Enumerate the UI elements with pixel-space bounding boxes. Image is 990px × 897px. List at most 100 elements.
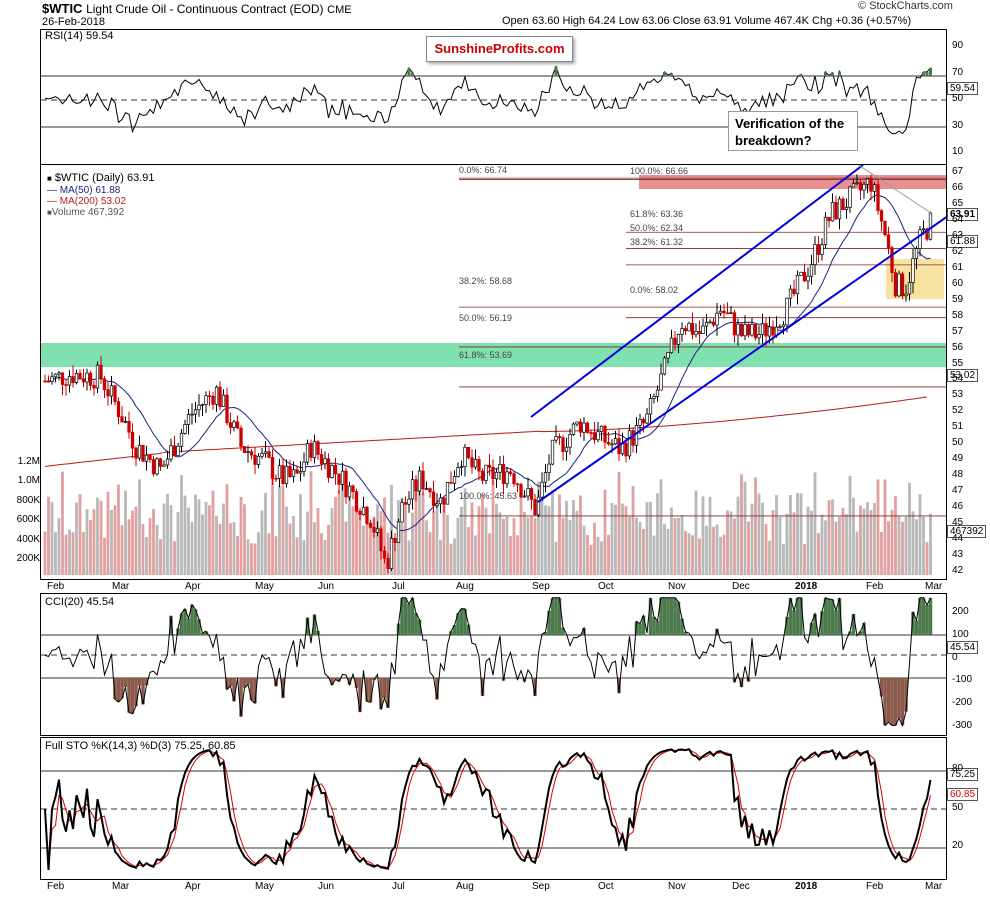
volume-bar — [652, 535, 656, 575]
axis-label: 52 — [952, 405, 964, 417]
candle-body — [267, 451, 271, 458]
candle-body — [785, 297, 789, 326]
volume-bar — [78, 494, 82, 575]
volume-bar — [236, 536, 239, 575]
volume-bar — [348, 492, 351, 575]
candle-body — [680, 328, 684, 335]
volume-bar — [351, 506, 355, 575]
candle-body — [855, 182, 859, 185]
symbol-title: $WTIC Light Crude Oil - Continuous Contr… — [42, 1, 352, 16]
volume-bar — [565, 500, 568, 575]
candle-body — [302, 461, 306, 472]
candle-body — [130, 431, 135, 449]
volume-bar — [614, 504, 617, 575]
candle-body — [46, 380, 51, 383]
volume-bar — [176, 511, 180, 575]
volume-bar — [897, 516, 901, 575]
volume-bar — [691, 535, 694, 575]
candle-body — [95, 364, 100, 389]
axis-label: 61 — [952, 261, 964, 273]
volume-bar — [64, 534, 68, 575]
sto-d-line — [44, 749, 931, 871]
cci-title: CCI(20) 45.54 — [45, 596, 115, 608]
candle-body — [354, 491, 359, 512]
candle-body — [862, 183, 866, 191]
candle-body — [57, 372, 61, 375]
candle-body — [330, 464, 334, 478]
volume-bar — [267, 533, 271, 575]
candle-body — [907, 282, 912, 295]
cci-panel — [40, 593, 947, 736]
volume-bar — [313, 522, 316, 575]
candle-body — [659, 373, 663, 391]
volume-bar — [705, 525, 708, 575]
candle-body — [232, 421, 236, 428]
candle-body — [732, 312, 737, 336]
candle-body — [771, 326, 775, 336]
candle-body — [893, 272, 898, 297]
rsi-svg — [41, 64, 946, 135]
axis-label: 50 — [952, 93, 964, 104]
candle-body — [816, 244, 821, 255]
fib-lines — [459, 177, 946, 517]
volume-bar — [323, 539, 327, 575]
volume-bar — [358, 515, 362, 575]
volume-bar — [771, 510, 775, 575]
volume-bar — [425, 520, 428, 575]
volume-bar — [845, 514, 848, 575]
candle-body — [743, 324, 747, 337]
candle-body — [344, 470, 348, 498]
price-svg — [41, 165, 946, 575]
candle-body — [64, 384, 68, 386]
axis-label: 45 — [952, 517, 964, 529]
candle-body — [141, 444, 145, 462]
volume-bar — [754, 477, 757, 575]
volume-bar — [621, 503, 624, 575]
ohlc-readout: Open 63.60 High 64.24 Low 63.06 Close 63… — [502, 15, 912, 27]
volume-bar — [372, 516, 376, 575]
volume-bar — [201, 514, 204, 575]
volume-bar — [330, 508, 334, 575]
volume-bar — [449, 543, 453, 575]
volume-bar — [722, 534, 726, 575]
volume-bar — [883, 479, 887, 575]
candle-body — [116, 401, 121, 418]
candles — [43, 174, 933, 574]
volume-bar — [362, 525, 365, 575]
volume-bar — [432, 511, 435, 575]
candle-body — [634, 425, 639, 446]
volume-bar — [411, 512, 414, 575]
candle-body — [841, 198, 845, 210]
volume-bar — [484, 507, 488, 575]
candle-body — [809, 264, 814, 277]
candle-body — [221, 394, 226, 407]
volume-bar — [400, 497, 404, 575]
candle-body — [365, 506, 369, 524]
candle-body — [176, 445, 180, 456]
volume-bar — [537, 481, 540, 575]
price-legend-ma50: — MA(50) 61.88 — [47, 185, 121, 196]
volume-bar — [43, 531, 47, 575]
volume-bar — [684, 530, 687, 575]
fib-382-l: 38.2%: 58.68 — [459, 276, 513, 286]
volume-bar — [295, 537, 299, 575]
candle-body — [834, 202, 838, 220]
channel-lower — [537, 216, 946, 503]
volume-bar — [589, 544, 593, 575]
candle-body — [169, 445, 173, 460]
candle-body — [312, 441, 317, 458]
volume-bar — [582, 525, 586, 575]
volume-bar — [208, 505, 211, 575]
candle-body — [323, 458, 327, 465]
axis-label: -300 — [952, 720, 973, 731]
volume-bar — [663, 524, 666, 575]
candle-body — [918, 229, 922, 249]
volume-bar — [281, 486, 285, 575]
x-axis-label: Dec — [732, 581, 750, 592]
x-axis-label: Jun — [318, 581, 335, 592]
axis-label: 64 — [952, 213, 964, 225]
volume-bar — [796, 493, 799, 575]
x-axis-label: May — [255, 581, 274, 592]
volume-bar — [180, 475, 183, 575]
volume-bar — [341, 474, 344, 575]
